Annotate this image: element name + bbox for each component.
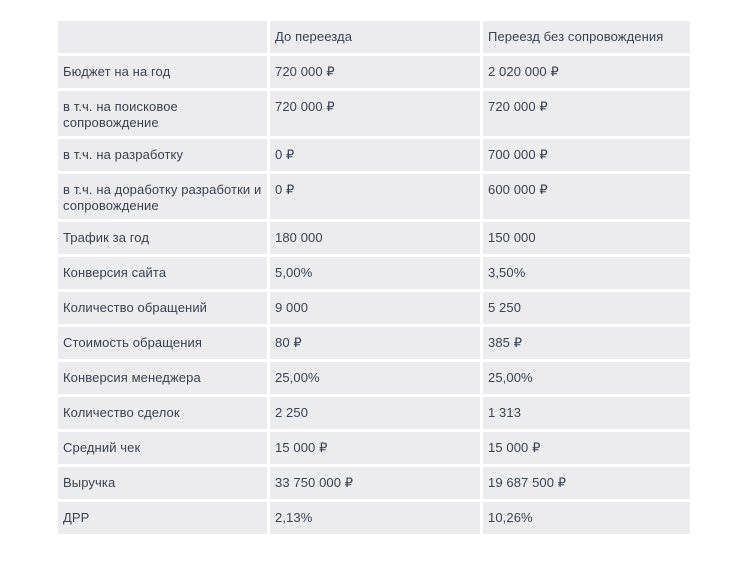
table-row: Конверсия сайта 5,00% 3,50%	[58, 257, 690, 289]
row-value-after: 15 000 ₽	[483, 432, 690, 464]
row-value-before: 2,13%	[270, 502, 480, 534]
row-value-before: 25,00%	[270, 362, 480, 394]
comparison-table-container: До переезда Переезд без сопровождения Бю…	[58, 21, 690, 534]
row-value-before: 720 000 ₽	[270, 91, 480, 136]
row-value-before: 80 ₽	[270, 327, 480, 359]
header-cell-empty	[58, 21, 267, 53]
table-row: в т.ч. на доработку разработки и сопрово…	[58, 174, 690, 219]
header-cell-before: До переезда	[270, 21, 480, 53]
table-row: Стоимость обращения 80 ₽ 385 ₽	[58, 327, 690, 359]
row-label: Количество сделок	[58, 397, 267, 429]
table-row: Выручка 33 750 000 ₽ 19 687 500 ₽	[58, 467, 690, 499]
row-value-after: 2 020 000 ₽	[483, 56, 690, 88]
row-label: Бюджет на на год	[58, 56, 267, 88]
row-value-before: 0 ₽	[270, 139, 480, 171]
row-value-after: 1 313	[483, 397, 690, 429]
row-value-after: 700 000 ₽	[483, 139, 690, 171]
row-value-after: 19 687 500 ₽	[483, 467, 690, 499]
row-value-after: 385 ₽	[483, 327, 690, 359]
row-value-after: 600 000 ₽	[483, 174, 690, 219]
table-header-row: До переезда Переезд без сопровождения	[58, 21, 690, 53]
table-row: Конверсия менеджера 25,00% 25,00%	[58, 362, 690, 394]
row-label: Конверсия менеджера	[58, 362, 267, 394]
row-label: в т.ч. на поисковое сопровождение	[58, 91, 267, 136]
row-value-before: 33 750 000 ₽	[270, 467, 480, 499]
row-label: в т.ч. на разработку	[58, 139, 267, 171]
row-value-before: 0 ₽	[270, 174, 480, 219]
table-row: Количество обращений 9 000 5 250	[58, 292, 690, 324]
row-label: Конверсия сайта	[58, 257, 267, 289]
row-value-before: 2 250	[270, 397, 480, 429]
table-row: в т.ч. на разработку 0 ₽ 700 000 ₽	[58, 139, 690, 171]
table-row: Трафик за год 180 000 150 000	[58, 222, 690, 254]
table-row: Средний чек 15 000 ₽ 15 000 ₽	[58, 432, 690, 464]
row-value-before: 15 000 ₽	[270, 432, 480, 464]
table-row: Количество сделок 2 250 1 313	[58, 397, 690, 429]
table-row: Бюджет на на год 720 000 ₽ 2 020 000 ₽	[58, 56, 690, 88]
comparison-table: До переезда Переезд без сопровождения Бю…	[55, 18, 693, 537]
row-label: Количество обращений	[58, 292, 267, 324]
row-value-after: 5 250	[483, 292, 690, 324]
row-value-before: 9 000	[270, 292, 480, 324]
table-row: ДРР 2,13% 10,26%	[58, 502, 690, 534]
row-value-before: 720 000 ₽	[270, 56, 480, 88]
row-value-after: 150 000	[483, 222, 690, 254]
row-label: в т.ч. на доработку разработки и сопрово…	[58, 174, 267, 219]
row-label: Трафик за год	[58, 222, 267, 254]
row-label: Стоимость обращения	[58, 327, 267, 359]
table-row: в т.ч. на поисковое сопровождение 720 00…	[58, 91, 690, 136]
row-value-after: 3,50%	[483, 257, 690, 289]
row-label: Выручка	[58, 467, 267, 499]
row-value-before: 180 000	[270, 222, 480, 254]
row-value-after: 25,00%	[483, 362, 690, 394]
row-label: ДРР	[58, 502, 267, 534]
header-cell-after: Переезд без сопровождения	[483, 21, 690, 53]
row-label: Средний чек	[58, 432, 267, 464]
row-value-after: 10,26%	[483, 502, 690, 534]
row-value-before: 5,00%	[270, 257, 480, 289]
row-value-after: 720 000 ₽	[483, 91, 690, 136]
